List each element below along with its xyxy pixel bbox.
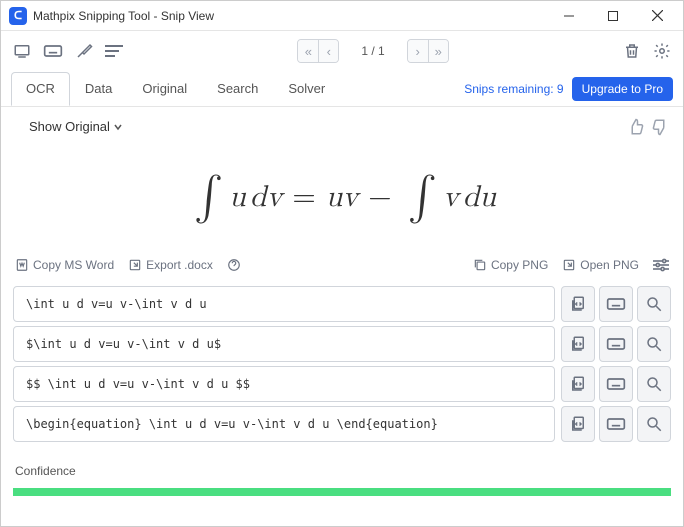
pager-first-button[interactable]: « <box>298 40 318 62</box>
page-indicator: 1 / 1 <box>347 44 398 58</box>
confidence-label: Confidence <box>1 454 683 482</box>
tab-original[interactable]: Original <box>127 72 202 105</box>
copy-latex-button[interactable] <box>561 366 595 402</box>
copy-latex-button[interactable] <box>561 326 595 362</box>
latex-row: \begin{equation} \int u d v=u v-\int v d… <box>13 406 671 442</box>
pager: « ‹ 1 / 1 › » <box>297 39 448 63</box>
export-docx-button[interactable]: Export .docx <box>128 258 213 272</box>
open-png-button[interactable]: Open PNG <box>562 258 639 272</box>
copy-latex-button[interactable] <box>561 286 595 322</box>
confidence-bar <box>13 488 671 496</box>
screenshot-icon[interactable] <box>13 42 31 60</box>
search-latex-button[interactable] <box>637 286 671 322</box>
main-toolbar: « ‹ 1 / 1 › » <box>1 31 683 71</box>
titlebar: ᑕ Mathpix Snipping Tool - Snip View <box>1 1 683 31</box>
sliders-icon[interactable] <box>653 258 669 272</box>
minimize-button[interactable] <box>555 2 583 30</box>
latex-row: $$ \int u d v=u v-\int v d u $$ <box>13 366 671 402</box>
pager-last-button[interactable]: » <box>428 40 448 62</box>
brush-icon[interactable] <box>75 42 93 60</box>
latex-text[interactable]: \int u d v=u v-\int v d u <box>13 286 555 322</box>
thumbs-up-icon[interactable] <box>627 118 645 136</box>
tab-ocr[interactable]: OCR <box>11 72 70 106</box>
upgrade-button[interactable]: Upgrade to Pro <box>572 77 673 101</box>
lines-icon[interactable] <box>105 44 123 58</box>
latex-row: \int u d v=u v-\int v d u <box>13 286 671 322</box>
latex-text[interactable]: $$ \int u d v=u v-\int v d u $$ <box>13 366 555 402</box>
tabs-bar: OCRDataOriginalSearchSolver Snips remain… <box>1 71 683 107</box>
edit-latex-button[interactable] <box>599 286 633 322</box>
close-button[interactable] <box>643 2 671 30</box>
app-logo-icon: ᑕ <box>9 7 27 25</box>
search-latex-button[interactable] <box>637 326 671 362</box>
keyboard-icon[interactable] <box>43 43 63 59</box>
latex-text[interactable]: \begin{equation} \int u d v=u v-\int v d… <box>13 406 555 442</box>
copy-word-button[interactable]: Copy MS Word <box>15 258 114 272</box>
pager-next-button[interactable]: › <box>408 40 428 62</box>
maximize-button[interactable] <box>599 2 627 30</box>
tab-data[interactable]: Data <box>70 72 127 105</box>
gear-icon[interactable] <box>653 42 671 60</box>
edit-latex-button[interactable] <box>599 366 633 402</box>
pager-prev-button[interactable]: ‹ <box>318 40 338 62</box>
show-original-toggle[interactable]: Show Original <box>15 111 138 142</box>
snips-remaining-label: Snips remaining: 9 <box>464 82 563 96</box>
latex-text[interactable]: $\int u d v=u v-\int v d u$ <box>13 326 555 362</box>
thumbs-down-icon[interactable] <box>651 118 669 136</box>
trash-icon[interactable] <box>623 42 641 60</box>
edit-latex-button[interactable] <box>599 406 633 442</box>
tab-search[interactable]: Search <box>202 72 273 105</box>
latex-output-list: \int u d v=u v-\int v d u $\int u d v=u v… <box>1 278 683 454</box>
copy-latex-button[interactable] <box>561 406 595 442</box>
search-latex-button[interactable] <box>637 366 671 402</box>
copy-png-button[interactable]: Copy PNG <box>473 258 548 272</box>
help-icon[interactable] <box>227 258 241 272</box>
search-latex-button[interactable] <box>637 406 671 442</box>
window-title: Mathpix Snipping Tool - Snip View <box>33 9 214 23</box>
edit-latex-button[interactable] <box>599 326 633 362</box>
rendered-equation: ∫udv = uv− ∫vdu <box>1 142 683 252</box>
tab-solver[interactable]: Solver <box>273 72 340 105</box>
export-action-bar: Copy MS Word Export .docx Copy PNG Open … <box>1 252 683 278</box>
latex-row: $\int u d v=u v-\int v d u$ <box>13 326 671 362</box>
